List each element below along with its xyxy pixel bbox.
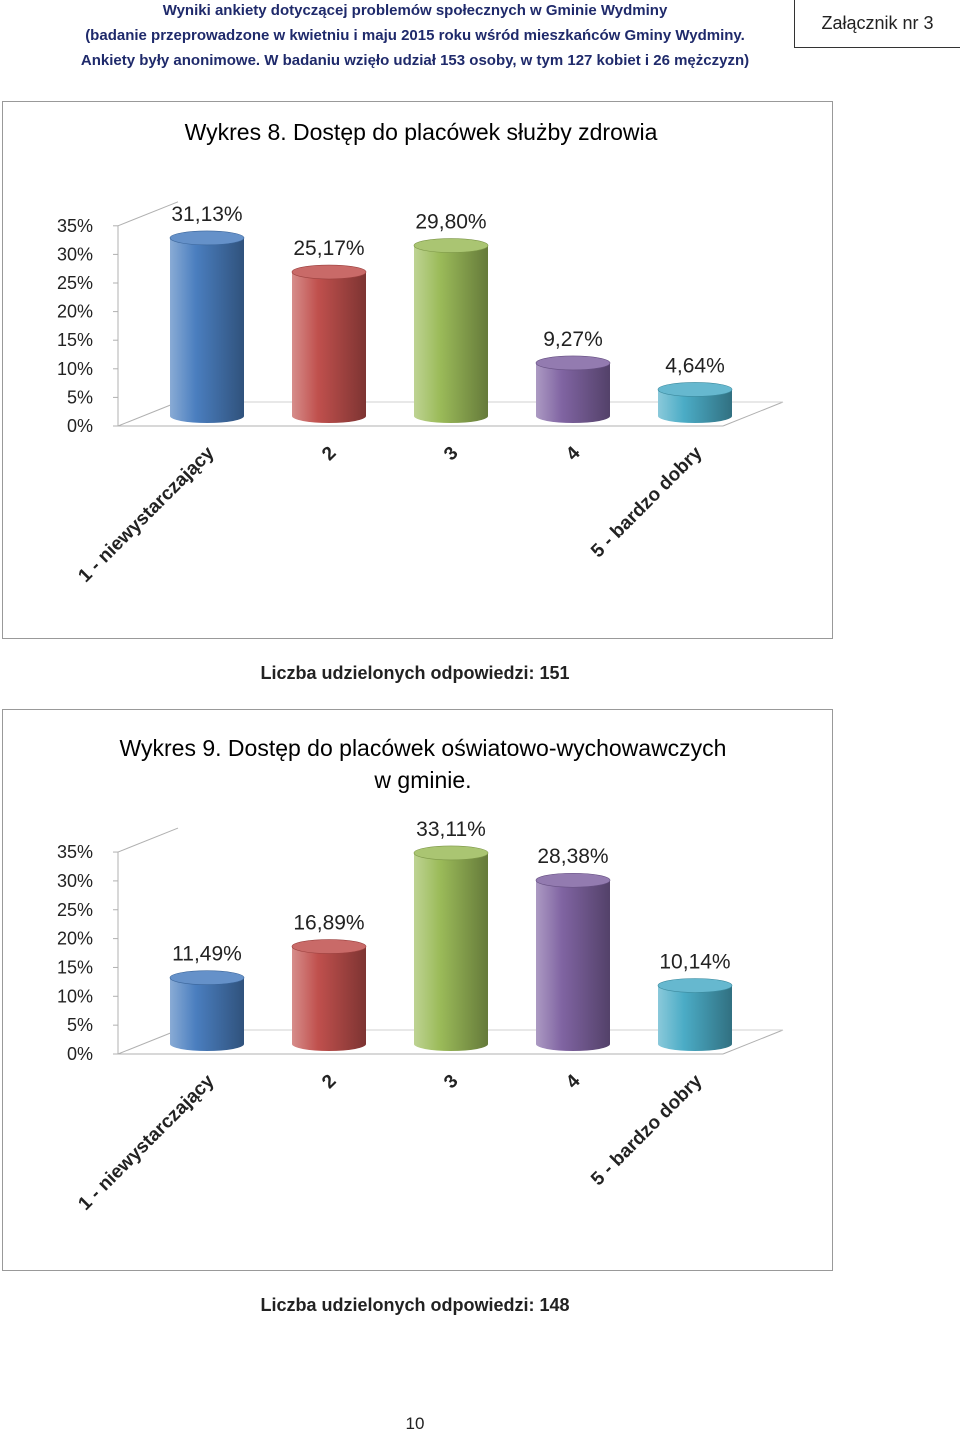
chart-title: Wykres 8. Dostęp do placówek służby zdro… xyxy=(185,119,658,145)
bar-top xyxy=(413,845,489,861)
category-label: 4 xyxy=(562,442,585,465)
bar-4 xyxy=(535,355,611,423)
y-tick-label: 35% xyxy=(57,216,93,236)
chart-8-caption: Liczba udzielonych odpowiedzi: 151 xyxy=(260,663,570,683)
y-tick-label: 20% xyxy=(57,929,93,949)
bar-value-label: 11,49% xyxy=(172,943,242,966)
bar-1 xyxy=(169,970,245,1051)
wall-top-edge xyxy=(117,201,179,227)
header-line-3: Ankiety były anonimowe. W badaniu wzięło… xyxy=(80,52,750,69)
category-label: 1 - niewystarczający xyxy=(74,442,218,586)
category-label: 2 xyxy=(318,1071,340,1093)
category-label: 2 xyxy=(318,443,340,465)
category-label: 1 - niewystarczający xyxy=(74,1070,218,1214)
floor-right-edge xyxy=(722,401,784,427)
bar-4 xyxy=(535,872,611,1051)
y-tick-label: 15% xyxy=(57,330,93,350)
chart-8-container: Wykres 8. Dostęp do placówek służby zdro… xyxy=(2,101,833,639)
bar-value-label: 10,14% xyxy=(659,950,730,973)
bar-body xyxy=(292,946,366,1051)
bar-body xyxy=(414,852,488,1051)
y-tick-label: 0% xyxy=(67,1044,93,1064)
chart-9-caption: Liczba udzielonych odpowiedzi: 148 xyxy=(260,1295,570,1315)
y-tick-label: 15% xyxy=(57,957,93,977)
y-tick-label: 30% xyxy=(57,871,93,891)
bar-value-label: 16,89% xyxy=(293,912,364,935)
header-line-1: Wyniki ankiety dotyczącej problemów społ… xyxy=(162,2,668,19)
bar-top xyxy=(291,264,367,280)
bar-body xyxy=(170,977,244,1051)
category-label: 5 - bardzo dobry xyxy=(587,442,707,562)
y-tick-label: 25% xyxy=(57,900,93,920)
bar-value-label: 25,17% xyxy=(293,237,364,260)
chart-title: Wykres 9. Dostęp do placówek oświatowo-w… xyxy=(120,735,727,761)
annex-label: Załącznik nr 3 xyxy=(794,0,960,48)
floor-left-edge xyxy=(117,401,179,427)
bar-body xyxy=(292,272,366,423)
y-tick-label: 30% xyxy=(57,244,93,264)
bar-top xyxy=(413,238,489,253)
y-tick-label: 5% xyxy=(67,1015,93,1035)
bar-top xyxy=(169,970,245,986)
bar-top xyxy=(535,872,611,888)
chart-9-container: Wykres 9. Dostęp do placówek oświatowo-w… xyxy=(2,709,833,1271)
bar-top xyxy=(535,355,611,371)
header-line-2: (badanie przeprowadzone w kwietniu i maj… xyxy=(85,27,745,44)
bar-2 xyxy=(291,264,367,423)
bar-2 xyxy=(291,939,367,1051)
category-label: 3 xyxy=(440,1071,462,1093)
wall-top-edge xyxy=(117,827,179,853)
y-tick-label: 10% xyxy=(57,359,93,379)
category-label: 5 - bardzo dobry xyxy=(587,1070,707,1190)
category-label: 3 xyxy=(440,443,462,465)
y-tick-label: 20% xyxy=(57,302,93,322)
bar-3 xyxy=(413,238,489,423)
bar-value-label: 31,13% xyxy=(171,203,242,226)
bar-body xyxy=(658,985,732,1051)
bar-body xyxy=(170,237,244,423)
bar-body xyxy=(536,880,610,1051)
bar-top xyxy=(169,230,245,246)
y-tick-label: 10% xyxy=(57,986,93,1006)
y-tick-label: 0% xyxy=(67,416,93,436)
chart-9: Wykres 9. Dostęp do placówek oświatowo-w… xyxy=(57,735,784,1215)
bar-5 xyxy=(657,978,733,1051)
bar-top xyxy=(657,382,733,397)
bar-3 xyxy=(413,845,489,1051)
y-tick-label: 25% xyxy=(57,273,93,293)
bar-5 xyxy=(657,382,733,423)
floor-left-edge xyxy=(117,1029,179,1055)
y-tick-label: 35% xyxy=(57,842,93,862)
bar-body xyxy=(536,362,610,423)
bar-value-label: 4,64% xyxy=(665,354,725,377)
bar-body xyxy=(658,389,732,423)
bar-value-label: 33,11% xyxy=(416,818,486,841)
bar-body xyxy=(414,245,488,423)
y-tick-label: 5% xyxy=(67,387,93,407)
bar-value-label: 28,38% xyxy=(537,845,608,868)
bar-value-label: 29,80% xyxy=(415,211,486,234)
page-number: 10 xyxy=(405,1414,425,1433)
category-label: 4 xyxy=(562,1070,585,1093)
chart-title-line-2: w gminie. xyxy=(373,767,471,793)
floor-right-edge xyxy=(722,1029,784,1055)
bar-top xyxy=(291,939,367,954)
bar-top xyxy=(657,978,733,993)
chart-8: Wykres 8. Dostęp do placówek służby zdro… xyxy=(57,119,784,587)
bar-value-label: 9,27% xyxy=(543,328,603,351)
bar-1 xyxy=(169,230,245,423)
